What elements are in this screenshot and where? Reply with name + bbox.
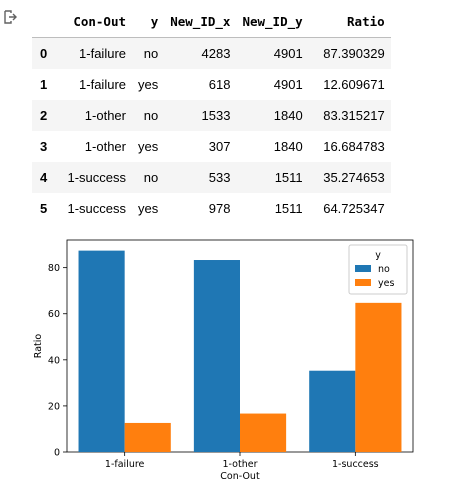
bar-no-1-success [309,370,356,452]
output-arrow-icon [4,10,17,24]
cell-new-id-x: 4283 [201,46,231,61]
bar-yes-1-other [240,413,287,452]
cell-con-out: 1-other [84,108,126,123]
y-tick-label: 40 [48,355,60,366]
cell-y: yes [138,201,159,216]
cell-con-out: 1-success [67,170,126,185]
cell-new-id-x: 533 [208,170,231,185]
y-tick-label: 60 [48,309,60,320]
cell-new-id-y: 1511 [274,201,303,216]
cell-con-out: 1-failure [79,77,126,92]
cell-new-id-y: 4901 [273,46,303,61]
y-axis-label: Ratio [33,334,44,359]
table-row: 4 1-success no 533 1511 35.274653 [32,162,391,193]
row-index: 1 [40,77,48,92]
table-row: 5 1-success yes 978 1511 64.725347 [32,193,391,224]
x-tick-label: 1-other [223,459,258,470]
row-index: 5 [40,201,48,216]
cell-new-id-y: 1840 [273,108,303,123]
cell-new-id-y: 4901 [273,77,303,92]
y-tick-label: 80 [48,263,60,274]
table-row: 3 1-other yes 307 1840 16.684783 [32,131,391,162]
cell-con-out: 1-other [84,139,126,154]
table-header-row: Con-Out y New_ID_x New_ID_y Ratio [32,6,391,38]
cell-new-id-x: 307 [208,139,231,154]
row-index: 2 [40,108,48,123]
dataframe-table: Con-Out y New_ID_x New_ID_y Ratio 0 1-fai… [32,6,391,224]
table-row: 2 1-other no 1533 1840 83.315217 [32,100,391,131]
y-tick-label: 20 [48,401,60,412]
legend-swatch-no [355,265,371,272]
cell-ratio: 12.609671 [323,77,385,92]
bar-yes-1-failure [124,422,171,452]
index-header [32,6,60,38]
cell-con-out: 1-failure [79,46,126,61]
row-index: 0 [40,46,48,61]
cell-new-id-y: 1840 [273,139,303,154]
row-index: 3 [40,139,48,154]
column-header-new-id-y: New_ID_y [236,6,309,38]
bar-yes-1-success [355,302,402,452]
cell-ratio: 35.274653 [323,170,385,185]
legend-title: y [375,250,381,261]
x-axis-label: Con-Out [220,471,260,482]
cell-new-id-y: 1511 [274,170,303,185]
column-header-new-id-x: New_ID_x [164,6,237,38]
column-header-y: y [132,6,165,38]
table-row: 1 1-failure yes 618 4901 12.609671 [32,69,391,100]
cell-con-out: 1-success [67,201,126,216]
cell-new-id-x: 978 [208,201,231,216]
bar-chart: 0 20 40 60 80 1-failure 1-other 1-success Con-Ou… [33,239,414,482]
x-tick-label: 1-failure [105,459,145,470]
legend-label-yes: yes [378,278,394,289]
y-tick-label: 0 [54,448,60,459]
legend-label-no: no [378,264,390,275]
cell-ratio: 16.684783 [323,139,385,154]
column-header-con-out: Con-Out [60,6,132,38]
bar-no-1-failure [78,250,125,452]
cell-ratio: 64.725347 [323,201,385,216]
cell-ratio: 83.315217 [323,108,385,123]
cell-y: yes [138,139,159,154]
cell-y: no [143,46,159,61]
legend-swatch-yes [355,279,371,286]
row-index: 4 [40,170,48,185]
cell-new-id-x: 1533 [201,108,231,123]
cell-ratio: 87.390329 [323,46,385,61]
cell-y: no [143,108,159,123]
x-tick-label: 1-success [332,459,379,470]
cell-new-id-x: 618 [208,77,231,92]
column-header-ratio: Ratio [308,6,391,38]
bar-no-1-other [193,260,240,452]
cell-y: yes [138,77,159,92]
table-row: 0 1-failure no 4283 4901 87.390329 [32,37,391,69]
cell-y: no [143,170,159,185]
